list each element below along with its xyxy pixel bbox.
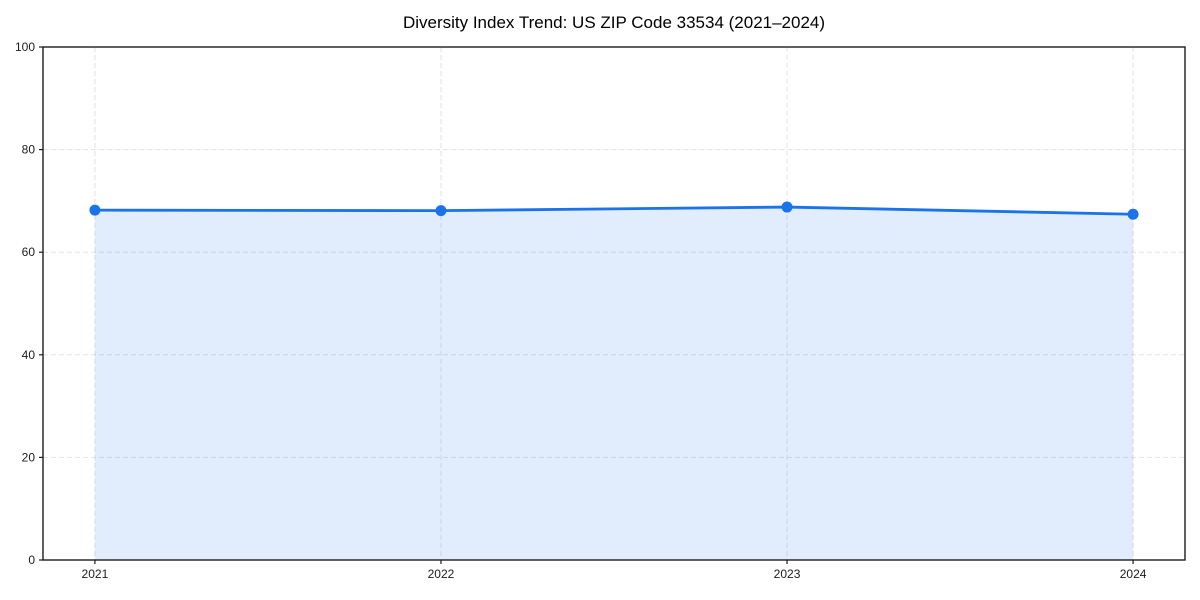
x-tick-label: 2023 bbox=[774, 567, 801, 581]
chart-title: Diversity Index Trend: US ZIP Code 33534… bbox=[402, 13, 826, 32]
y-tick-label: 20 bbox=[22, 450, 36, 464]
area-fill bbox=[94, 207, 1134, 560]
y-tick-label: 60 bbox=[22, 245, 36, 259]
y-tick-label: 80 bbox=[22, 143, 36, 157]
y-tick-label: 40 bbox=[22, 348, 36, 362]
plot-border bbox=[42, 46, 1186, 561]
data-point-marker bbox=[435, 205, 447, 217]
y-tick-label: 100 bbox=[15, 40, 35, 54]
data-point-marker bbox=[89, 204, 101, 216]
x-tick-label: 2021 bbox=[82, 567, 109, 581]
data-point-marker bbox=[1127, 208, 1139, 220]
x-tick-label: 2024 bbox=[1120, 567, 1147, 581]
data-point-marker bbox=[781, 201, 793, 213]
x-tick-label: 2022 bbox=[428, 567, 455, 581]
y-tick-label: 0 bbox=[28, 553, 35, 567]
trend-line bbox=[93, 205, 1135, 216]
